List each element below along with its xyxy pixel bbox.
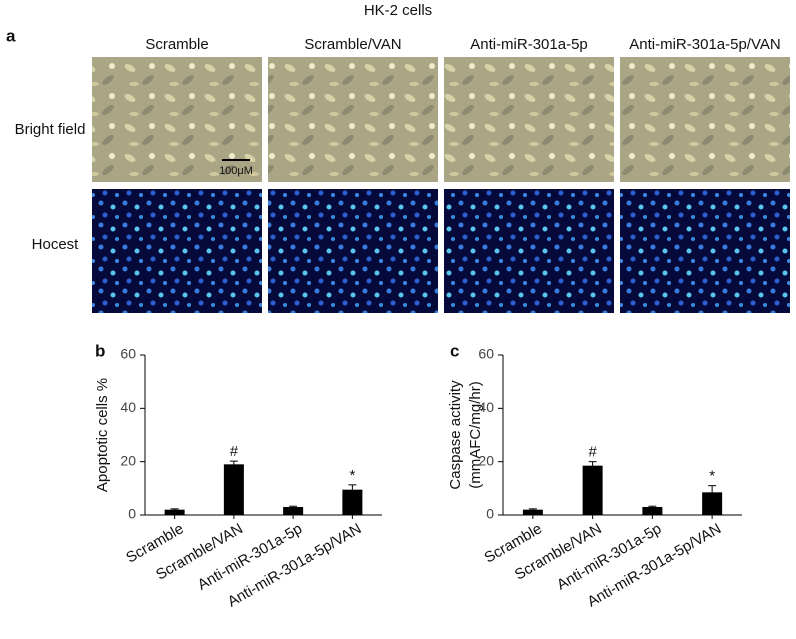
y-tick-label: 0	[128, 506, 136, 522]
hoechst-image	[444, 189, 614, 313]
bar	[702, 492, 723, 515]
column-label: Anti-miR-301a-5p/VAN	[629, 36, 780, 53]
row-label: Hocest	[32, 236, 80, 253]
column-label: Anti-miR-301a-5p	[470, 36, 588, 53]
significance-label: *	[349, 467, 355, 484]
panel-label: b	[95, 341, 105, 360]
bar	[342, 489, 363, 515]
bar	[283, 507, 304, 515]
column-label: Scramble	[145, 36, 208, 53]
scale-bar-label: 100μM	[219, 165, 253, 177]
y-tick-label: 20	[120, 452, 136, 468]
bright-field-image	[620, 57, 790, 182]
bright-field-image	[92, 57, 262, 182]
row-label: Bright field	[15, 121, 86, 138]
bar	[164, 509, 185, 515]
bright-field-image	[444, 57, 614, 182]
y-tick-label: 60	[478, 346, 494, 362]
column-label: Scramble/VAN	[304, 36, 401, 53]
figure-title: HK-2 cells	[364, 2, 432, 19]
significance-label: #	[230, 443, 239, 460]
y-axis-label: Apoptotic cells %	[94, 378, 111, 492]
bar	[642, 507, 663, 515]
panel-label: c	[450, 341, 459, 360]
hoechst-image	[268, 189, 438, 313]
bar	[223, 464, 244, 515]
y-tick-label: 0	[486, 506, 494, 522]
significance-label: *	[709, 468, 715, 485]
y-axis-label: Caspase activity	[447, 380, 464, 490]
bright-field-image	[268, 57, 438, 182]
y-axis-label: (mmAFC/mg/hr)	[467, 381, 484, 489]
bar	[582, 465, 603, 515]
hoechst-image	[620, 189, 790, 313]
significance-label: #	[588, 444, 597, 461]
y-tick-label: 20	[478, 452, 494, 468]
panel-label: a	[6, 26, 16, 45]
hoechst-image	[92, 189, 262, 313]
y-tick-label: 40	[478, 399, 494, 415]
bar	[522, 509, 543, 515]
y-tick-label: 40	[120, 399, 136, 415]
y-tick-label: 60	[120, 346, 136, 362]
